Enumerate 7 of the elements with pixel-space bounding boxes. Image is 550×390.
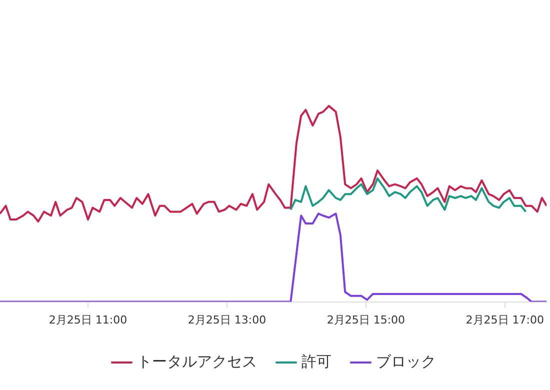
legend-label: 許可	[301, 352, 332, 370]
x-tick-label: 2月25日 17:00	[466, 313, 544, 326]
x-tick-label: 2月25日 15:00	[326, 313, 406, 326]
legend-label: ブロック	[376, 352, 436, 370]
x-tick-label: 2月25日 11:00	[48, 313, 128, 326]
legend-label: トータルアクセス	[136, 352, 257, 370]
x-tick-label: 2月25日 13:00	[188, 313, 266, 326]
